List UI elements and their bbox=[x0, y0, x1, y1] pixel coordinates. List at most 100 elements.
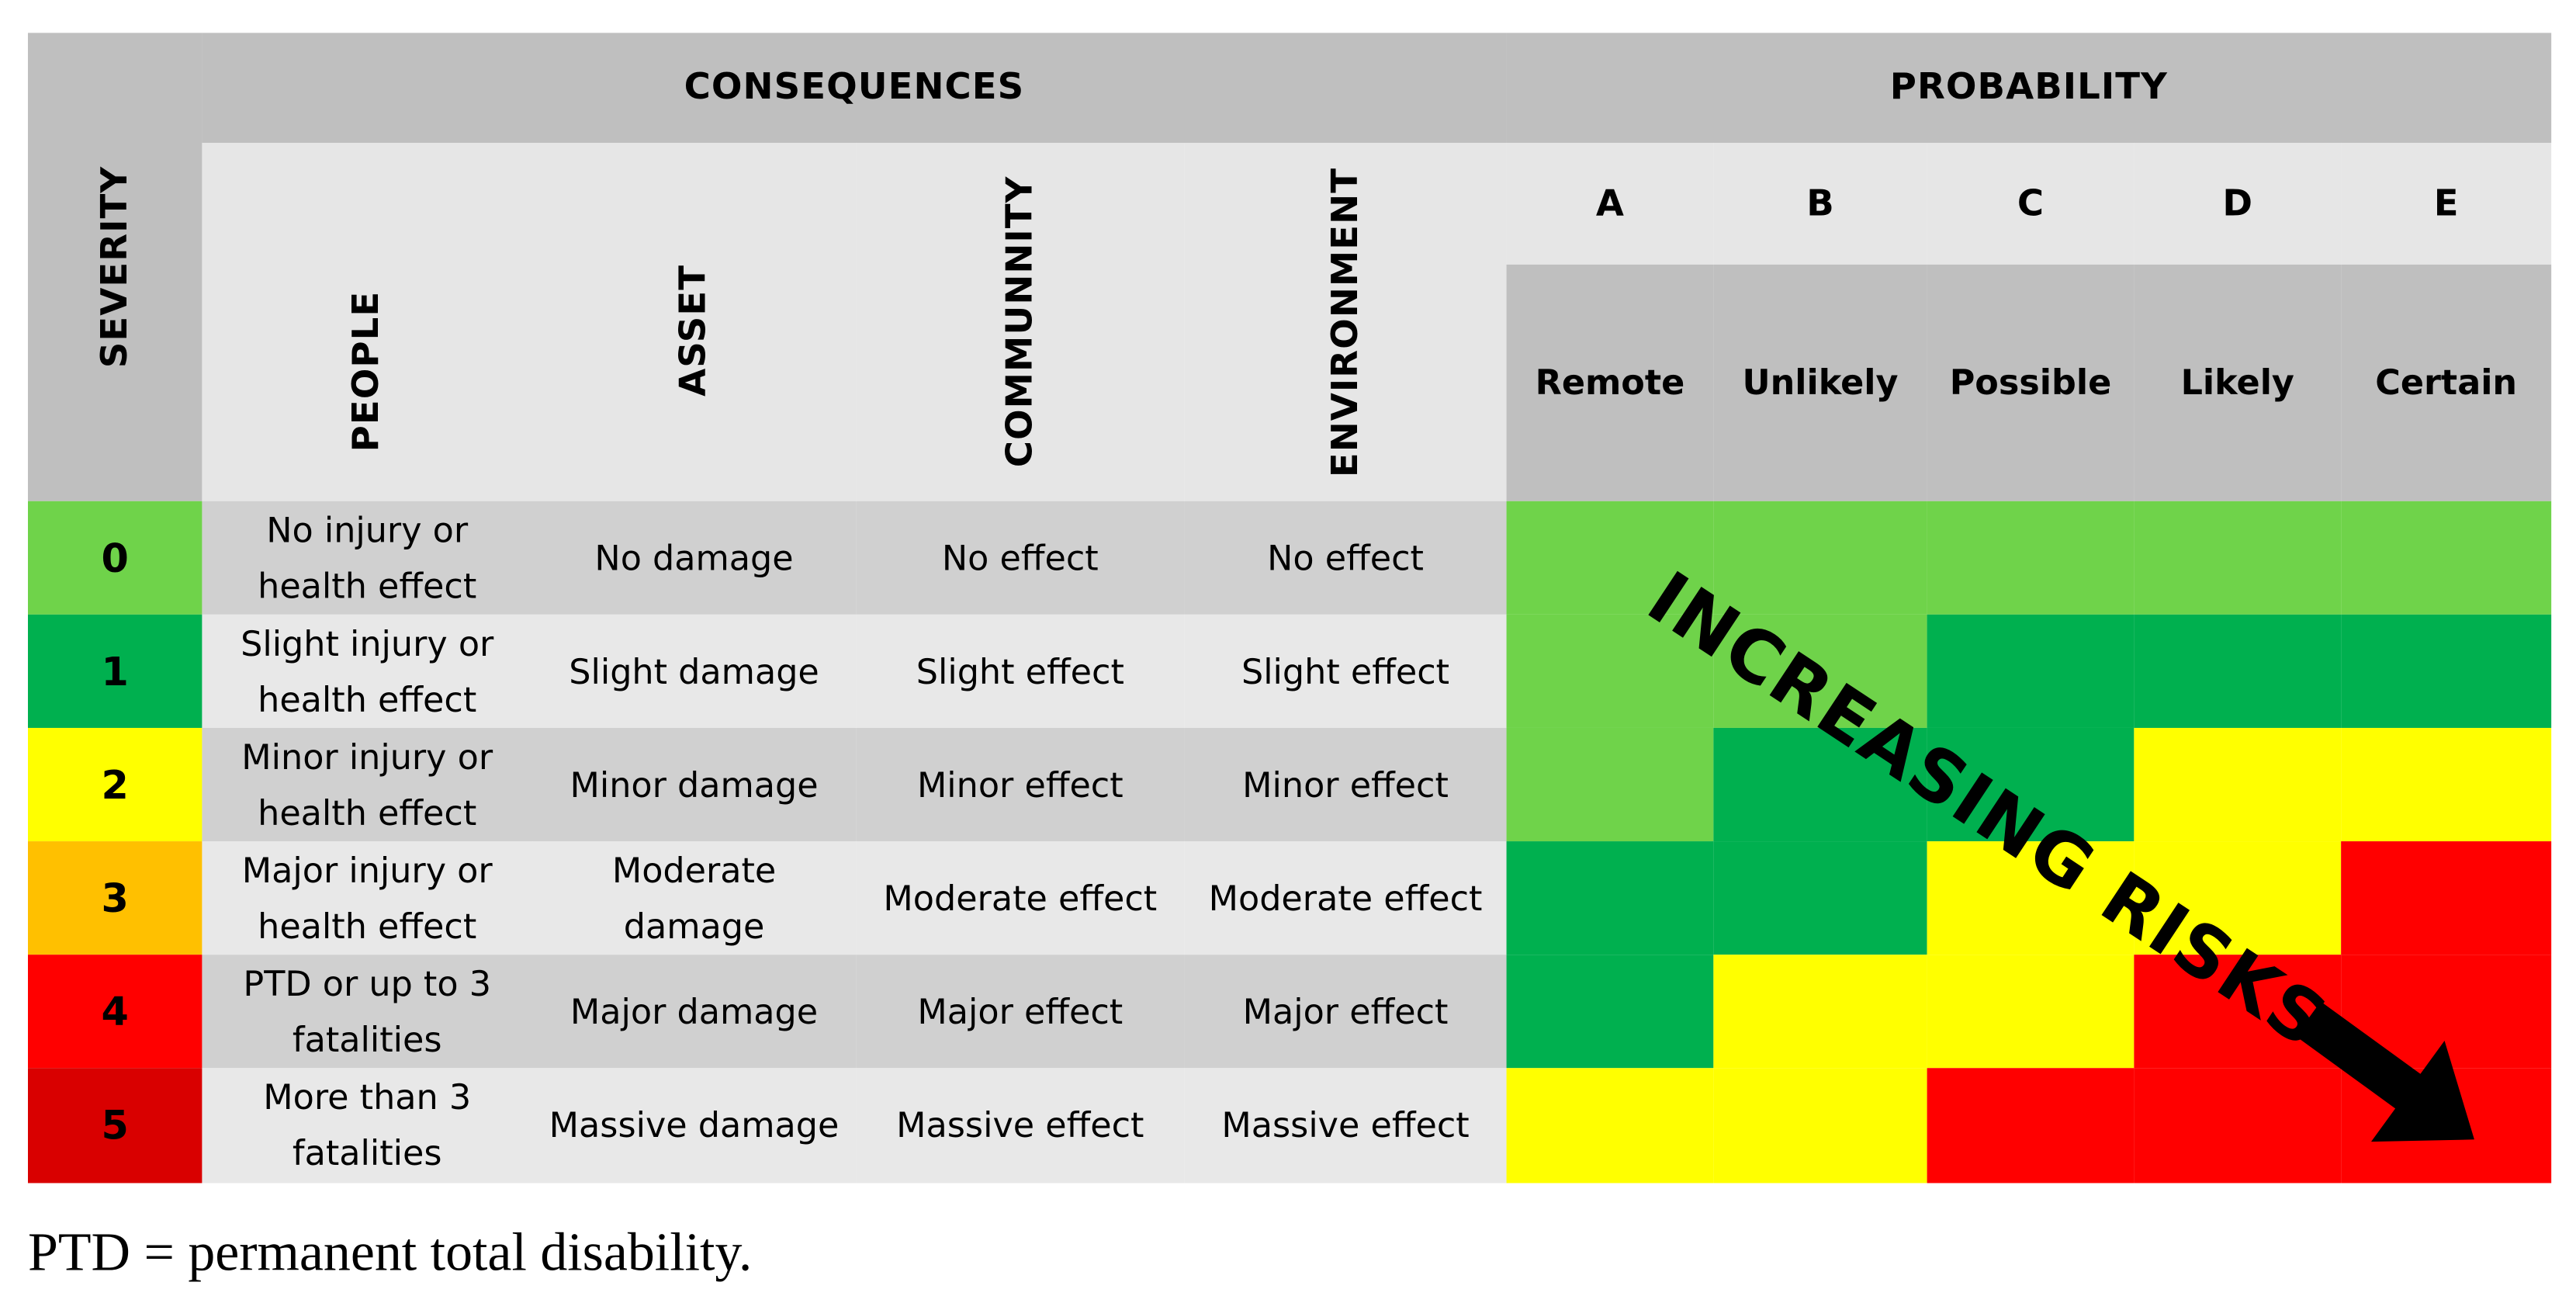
probability-letter-d: D bbox=[2134, 143, 2342, 265]
community-text: Minor effect bbox=[916, 764, 1124, 805]
people-cell: More than 3 fatalities bbox=[202, 1068, 533, 1184]
risk-cell bbox=[2341, 955, 2552, 1069]
people-text: PTD or up to 3 fatalities bbox=[243, 963, 492, 1059]
probability-label-unlikely-text: Unlikely bbox=[1742, 362, 1899, 403]
probability-letter-d-text: D bbox=[2222, 183, 2253, 225]
environment-text: No effect bbox=[1267, 538, 1424, 578]
community-cell: Slight effect bbox=[856, 614, 1185, 728]
column-header-people-label: PEOPLE bbox=[346, 290, 388, 452]
risk-cell bbox=[1506, 501, 1714, 615]
community-cell: No effect bbox=[856, 501, 1185, 615]
community-text: Slight effect bbox=[916, 651, 1124, 691]
community-cell: Major effect bbox=[856, 955, 1185, 1069]
column-header-people: PEOPLE bbox=[202, 143, 533, 501]
risk-cell bbox=[2134, 727, 2342, 842]
asset-cell: Major damage bbox=[532, 955, 857, 1069]
community-cell: Massive effect bbox=[856, 1068, 1185, 1184]
risk-cell bbox=[2341, 1068, 2552, 1184]
asset-text: Massive damage bbox=[549, 1105, 840, 1145]
severity-cell: 1 bbox=[27, 614, 203, 728]
environment-cell: Massive effect bbox=[1184, 1068, 1507, 1184]
probability-header: PROBABILITY bbox=[1506, 33, 2552, 144]
severity-header: SEVERITY bbox=[27, 33, 203, 501]
environment-cell: Major effect bbox=[1184, 955, 1507, 1069]
asset-cell: Massive damage bbox=[532, 1068, 857, 1184]
risk-cell bbox=[1927, 1068, 2135, 1184]
probability-label-remote: Remote bbox=[1506, 264, 1714, 501]
risk-cell bbox=[2134, 955, 2342, 1069]
risk-cell bbox=[1927, 727, 2135, 842]
risk-cell bbox=[2134, 614, 2342, 728]
probability-label-possible: Possible bbox=[1927, 264, 2135, 501]
asset-text: Moderate damage bbox=[611, 850, 777, 946]
community-text: Major effect bbox=[917, 991, 1124, 1031]
footnote: PTD = permanent total disability. bbox=[27, 1224, 753, 1284]
environment-cell: Minor effect bbox=[1184, 727, 1507, 842]
risk-cell bbox=[1927, 614, 2135, 728]
probability-letter-e-text: E bbox=[2433, 183, 2459, 225]
column-header-asset-label: ASSET bbox=[673, 264, 715, 397]
people-cell: No injury or health effect bbox=[202, 501, 533, 615]
asset-text: Minor damage bbox=[570, 764, 819, 805]
people-text: No injury or health effect bbox=[258, 510, 477, 606]
people-text: Slight injury or health effect bbox=[241, 623, 494, 719]
community-text: Moderate effect bbox=[883, 878, 1158, 918]
column-header-asset: ASSET bbox=[532, 143, 857, 501]
severity-cell: 2 bbox=[27, 727, 203, 842]
probability-label-certain: Certain bbox=[2341, 264, 2552, 501]
risk-cell bbox=[1927, 955, 2135, 1069]
asset-cell: No damage bbox=[532, 501, 857, 615]
risk-cell bbox=[1506, 841, 1714, 955]
column-header-environment-label: ENVIRONMENT bbox=[1324, 167, 1366, 477]
severity-value: 0 bbox=[101, 535, 129, 581]
probability-letter-b: B bbox=[1713, 143, 1927, 265]
people-cell: Major injury or health effect bbox=[202, 841, 533, 955]
risk-cell bbox=[2341, 614, 2552, 728]
risk-cell bbox=[1927, 841, 2135, 955]
column-header-community-label: COMMUNNITY bbox=[999, 176, 1041, 468]
environment-cell: Slight effect bbox=[1184, 614, 1507, 728]
probability-label-unlikely: Unlikely bbox=[1713, 264, 1927, 501]
risk-cell bbox=[1506, 614, 1714, 728]
people-text: Minor injury or health effect bbox=[241, 736, 493, 833]
probability-letter-b-text: B bbox=[1806, 183, 1834, 225]
environment-cell: Moderate effect bbox=[1184, 841, 1507, 955]
environment-text: Moderate effect bbox=[1208, 878, 1483, 918]
severity-header-label: SEVERITY bbox=[94, 165, 136, 369]
risk-cell bbox=[1713, 955, 1927, 1069]
risk-cell bbox=[1713, 841, 1927, 955]
community-text: No effect bbox=[941, 538, 1099, 578]
probability-label-likely: Likely bbox=[2134, 264, 2342, 501]
asset-cell: Moderate damage bbox=[532, 841, 857, 955]
severity-value: 4 bbox=[101, 988, 129, 1034]
probability-letter-c: C bbox=[1927, 143, 2135, 265]
severity-value: 3 bbox=[101, 875, 129, 921]
asset-text: Slight damage bbox=[569, 651, 819, 691]
column-header-environment: ENVIRONMENT bbox=[1184, 143, 1507, 501]
community-text: Massive effect bbox=[896, 1105, 1144, 1145]
consequences-header: CONSEQUENCES bbox=[202, 33, 1507, 144]
environment-text: Major effect bbox=[1242, 991, 1449, 1031]
risk-cell bbox=[2341, 841, 2552, 955]
asset-text: Major damage bbox=[570, 991, 819, 1031]
probability-letter-a-text: A bbox=[1595, 183, 1624, 225]
risk-cell bbox=[2134, 841, 2342, 955]
probability-label-certain-text: Certain bbox=[2375, 362, 2518, 403]
people-text: Major injury or health effect bbox=[241, 850, 493, 946]
risk-cell bbox=[1713, 1068, 1927, 1184]
community-cell: Moderate effect bbox=[856, 841, 1185, 955]
risk-cell bbox=[1506, 1068, 1714, 1184]
severity-cell: 3 bbox=[27, 841, 203, 955]
environment-text: Massive effect bbox=[1221, 1105, 1470, 1145]
people-cell: Slight injury or health effect bbox=[202, 614, 533, 728]
risk-cell bbox=[1713, 501, 1927, 615]
probability-letter-c-text: C bbox=[2017, 183, 2045, 225]
risk-cell bbox=[1713, 727, 1927, 842]
probability-label-possible-text: Possible bbox=[1949, 362, 2112, 403]
asset-cell: Minor damage bbox=[532, 727, 857, 842]
environment-cell: No effect bbox=[1184, 501, 1507, 615]
severity-value: 2 bbox=[101, 761, 129, 808]
risk-cell bbox=[2341, 727, 2552, 842]
asset-text: No damage bbox=[594, 538, 794, 578]
